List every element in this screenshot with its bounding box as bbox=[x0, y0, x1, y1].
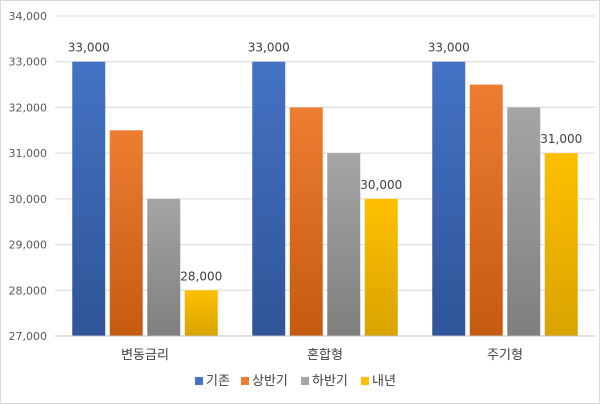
legend-swatch bbox=[301, 377, 309, 385]
data-label: 33,000 bbox=[248, 41, 290, 55]
bar bbox=[147, 198, 181, 336]
legend-swatch bbox=[241, 377, 249, 385]
bar bbox=[432, 61, 466, 336]
y-tick-label: 28,000 bbox=[9, 284, 48, 297]
legend-label: 기존 bbox=[206, 374, 230, 389]
y-tick-label: 27,000 bbox=[9, 330, 48, 343]
bar bbox=[72, 61, 106, 336]
data-labels: 33,000 33,000 33,000 28,000 30,000 31,000 bbox=[68, 41, 583, 284]
data-label: 33,000 bbox=[68, 41, 110, 55]
bar bbox=[289, 107, 323, 336]
legend-label: 내년 bbox=[372, 374, 396, 389]
y-tick-label: 29,000 bbox=[9, 239, 48, 252]
bar bbox=[184, 290, 218, 336]
category-label: 변동금리 bbox=[121, 348, 169, 363]
y-tick-label: 34,000 bbox=[9, 10, 48, 23]
y-tick-label: 31,000 bbox=[9, 147, 48, 160]
legend-label: 하반기 bbox=[312, 374, 348, 389]
y-tick-label: 30,000 bbox=[9, 193, 48, 206]
bars bbox=[72, 61, 578, 336]
gridlines bbox=[55, 15, 595, 337]
y-tick-label: 33,000 bbox=[9, 56, 48, 69]
data-label: 31,000 bbox=[540, 132, 582, 146]
legend-swatch bbox=[195, 377, 203, 385]
bar bbox=[364, 198, 398, 336]
legend-label: 상반기 bbox=[252, 374, 288, 389]
bar bbox=[507, 107, 541, 336]
bar bbox=[544, 153, 578, 336]
data-label: 33,000 bbox=[428, 41, 470, 55]
data-label: 30,000 bbox=[360, 178, 402, 192]
bar bbox=[327, 153, 361, 336]
bar bbox=[469, 84, 503, 336]
legend: 기존 상반기 하반기 내년 bbox=[195, 374, 396, 389]
bar bbox=[109, 130, 143, 336]
data-label: 28,000 bbox=[180, 269, 222, 283]
category-label: 주기형 bbox=[487, 348, 523, 363]
bar bbox=[252, 61, 286, 336]
legend-swatch bbox=[361, 377, 369, 385]
category-label: 혼합형 bbox=[307, 348, 343, 363]
x-axis: 변동금리 혼합형 주기형 bbox=[55, 335, 595, 363]
y-axis: 27,000 28,000 29,000 30,000 31,000 32,000 33,0… bbox=[9, 10, 48, 343]
y-tick-label: 32,000 bbox=[9, 101, 48, 114]
